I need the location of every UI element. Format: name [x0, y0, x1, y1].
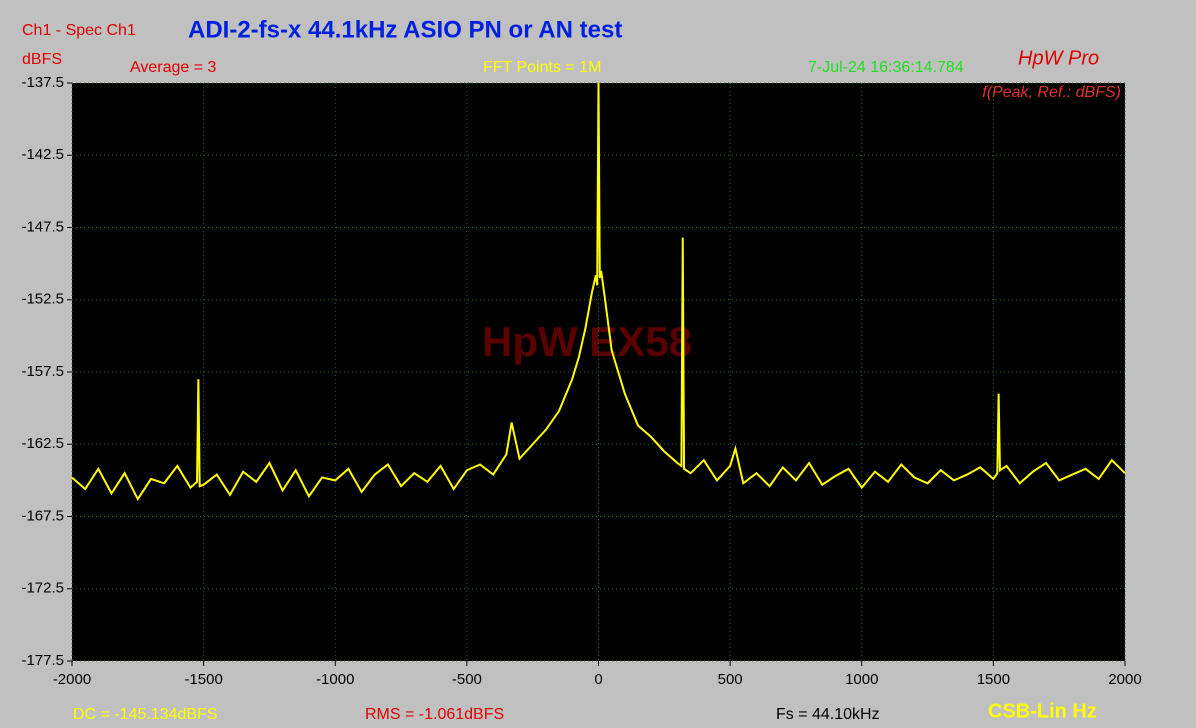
x-tick-label: -1500 — [184, 671, 222, 688]
brand: HpW Pro — [1018, 47, 1099, 69]
y-tick-label: -137.5 — [21, 74, 64, 91]
fs-label: Fs = 44.10kHz — [776, 706, 880, 723]
fft-label: FFT Points = 1M — [483, 59, 601, 76]
y-tick-label: -152.5 — [21, 291, 64, 308]
x-tick-label: -2000 — [53, 671, 91, 688]
y-tick-label: -177.5 — [21, 652, 64, 669]
average-label: Average = 3 — [130, 59, 217, 76]
channel-label: Ch1 - Spec Ch1 — [22, 22, 136, 39]
chart-title: ADI-2-fs-x 44.1kHz ASIO PN or AN test — [188, 16, 622, 43]
mode-label: f(Peak, Ref.: dBFS) — [982, 84, 1121, 101]
y-axis-label: dBFS — [22, 51, 62, 68]
x-tick-label: 500 — [718, 671, 743, 688]
y-tick-label: -167.5 — [21, 507, 64, 524]
x-tick-label: -500 — [452, 671, 482, 688]
y-tick-label: -142.5 — [21, 146, 64, 163]
timestamp: 7-Jul-24 16:36:14.784 — [808, 59, 964, 76]
x-tick-label: 0 — [594, 671, 602, 688]
y-tick-label: -147.5 — [21, 218, 64, 235]
y-tick-label: -162.5 — [21, 435, 64, 452]
spectrum-line — [71, 82, 1126, 502]
watermark: HpW EX58 — [482, 318, 692, 365]
dc-label: DC = -145.134dBFS — [73, 706, 218, 723]
y-tick-label: -157.5 — [21, 363, 64, 380]
y-tick-label: -172.5 — [21, 580, 64, 597]
x-tick-label: 2000 — [1108, 671, 1141, 688]
x-tick-label: 1500 — [977, 671, 1010, 688]
x-axis-label: CSB-Lin Hz — [988, 700, 1097, 722]
x-tick-label: -1000 — [316, 671, 354, 688]
rms-label: RMS = -1.061dBFS — [365, 706, 504, 723]
x-tick-label: 1000 — [845, 671, 878, 688]
